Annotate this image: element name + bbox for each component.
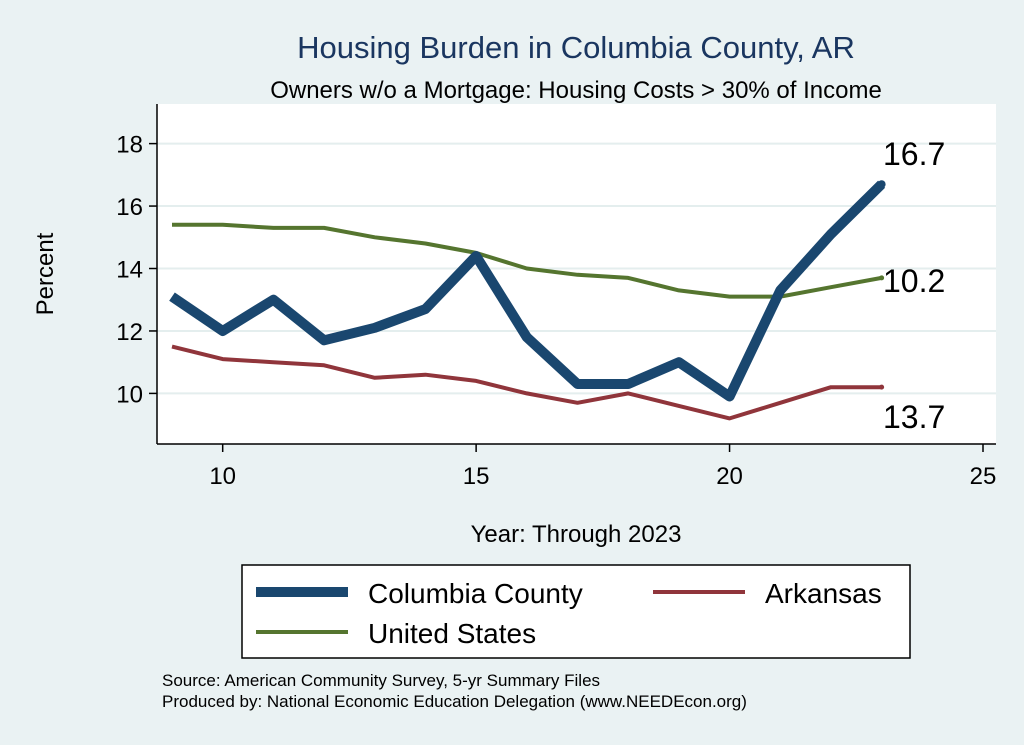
series-end-point-united-states: [879, 275, 885, 281]
legend-label-united-states: United States: [368, 618, 536, 649]
x-axis-label: Year: Through 2023: [471, 521, 682, 548]
x-tick-label: 15: [463, 463, 490, 490]
producer-note: Produced by: National Economic Education…: [162, 692, 747, 711]
axes: 10 12 14 16 18 10 15 20 25: [116, 104, 996, 490]
series-line-columbia-county: [169, 180, 886, 402]
series-line-arkansas: [171, 344, 882, 421]
y-tick-label: 12: [116, 319, 143, 346]
series-end-point-arkansas: [879, 384, 885, 390]
chart-subtitle: Owners w/o a Mortgage: Housing Costs > 3…: [270, 77, 882, 104]
y-tick-label: 16: [116, 194, 143, 221]
y-axis-label: Percent: [32, 232, 59, 315]
series-line-united-states: [172, 222, 882, 299]
x-tick-label: 10: [209, 463, 236, 490]
end-label-columbia-county: 16.7: [883, 136, 945, 172]
gridlines: [157, 142, 996, 395]
legend: Columbia County Arkansas United States: [241, 564, 911, 659]
y-tick-label: 10: [116, 381, 143, 408]
chart-title: Housing Burden in Columbia County, AR: [297, 30, 855, 65]
x-tick-label: 20: [716, 463, 743, 490]
end-label-united-states: 13.7: [883, 399, 945, 435]
y-tick-label: 18: [116, 132, 143, 159]
end-label-arkansas: 10.2: [883, 263, 945, 299]
series-end-point-columbia-county: [877, 180, 886, 189]
legend-label-columbia-county: Columbia County: [368, 578, 583, 609]
legend-label-arkansas: Arkansas: [765, 578, 882, 609]
legend-box: [241, 564, 911, 659]
y-tick-label: 14: [116, 257, 143, 284]
end-labels: 16.7 10.2 13.7: [883, 136, 945, 435]
source-note: Source: American Community Survey, 5-yr …: [162, 671, 600, 690]
x-tick-label: 25: [970, 463, 997, 490]
series-lines: [169, 180, 886, 421]
